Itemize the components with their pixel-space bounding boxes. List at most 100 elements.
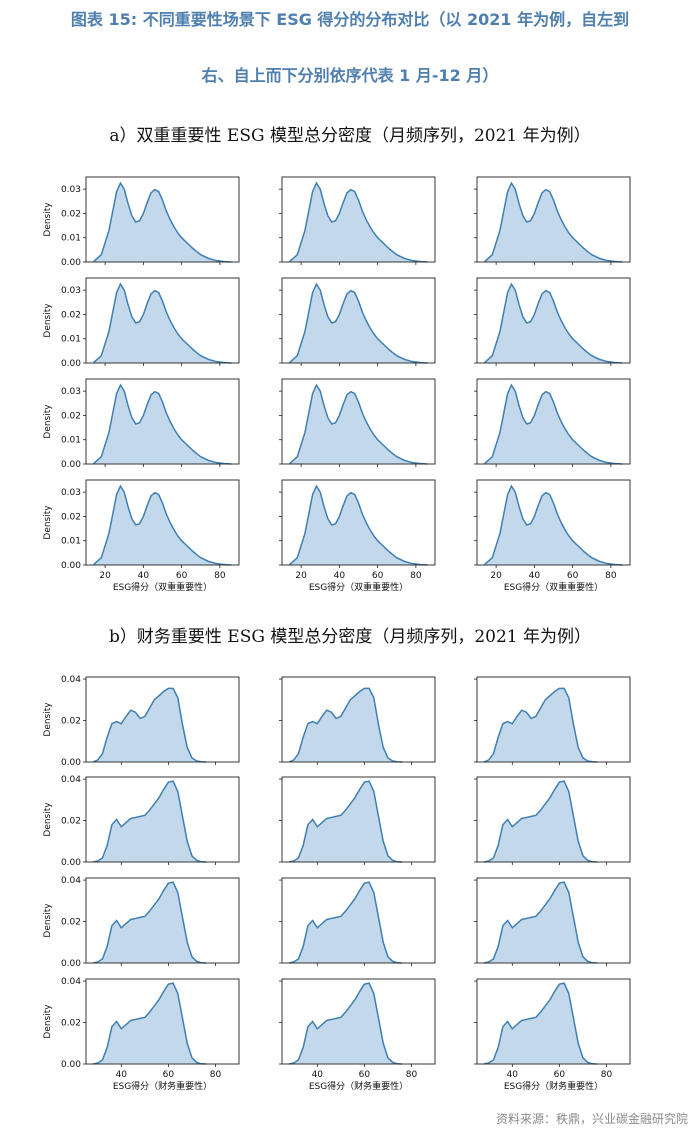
density-line [93, 383, 232, 465]
panel-frame [85, 978, 240, 1065]
figure-title-line-1: 图表 15: 不同重要性场景下 ESG 得分的分布对比（以 2021 年为例，自… [70, 10, 630, 29]
density-line [92, 881, 207, 964]
panel-frame [281, 978, 436, 1065]
x-tick-label: 40 [138, 571, 150, 581]
y-axis-label: Density [43, 802, 53, 837]
density-line [288, 780, 403, 863]
density-line [484, 484, 623, 566]
density-line [93, 181, 232, 263]
grid-b-panel-1: 0.00 0.02 0.04 Density [43, 675, 240, 768]
source-note: 资料来源：秩鼎，兴业碳金融研究院 [495, 1112, 688, 1126]
y-tick-label: 0.04 [61, 977, 81, 987]
panel-frame [476, 978, 631, 1065]
density-line [483, 687, 598, 763]
x-tick-label: 80 [406, 1070, 418, 1080]
x-tick-label: 40 [312, 1070, 324, 1080]
density-area [93, 486, 232, 565]
x-tick-label: 40 [529, 571, 541, 581]
grid-b-panel-2 [279, 676, 436, 765]
density-line [93, 282, 232, 364]
density-area [289, 284, 428, 363]
grid-b-panel-9 [474, 877, 631, 966]
density-area [93, 781, 207, 862]
grid-a-panel-1: 0.00 0.01 0.02 0.03 Density [43, 176, 240, 268]
x-tick-label: 20 [295, 571, 307, 581]
grid-a-panel-2 [279, 176, 436, 265]
density-area [289, 983, 403, 1064]
y-tick-label: 0.02 [61, 1019, 81, 1029]
grid-a-panel-6 [474, 277, 631, 366]
density-line [288, 687, 403, 763]
grid-a-panel-9 [474, 378, 631, 467]
y-tick-label: 0.04 [61, 675, 81, 685]
y-tick-label: 0.01 [61, 335, 81, 345]
x-tick-label: 60 [372, 571, 384, 581]
panel-frame [281, 277, 436, 364]
density-area [484, 284, 623, 363]
density-area [93, 688, 207, 762]
y-tick-label: 0.00 [61, 258, 81, 268]
density-area [93, 183, 232, 262]
y-tick-label: 0.00 [61, 359, 81, 369]
x-axis-label: ESG得分（双重重要性） [504, 581, 603, 593]
density-line [92, 982, 207, 1065]
density-line [484, 282, 623, 364]
panel-frame [476, 176, 631, 263]
density-area [484, 486, 623, 565]
x-tick-label: 80 [601, 1070, 613, 1080]
x-axis-label: ESG得分（双重重要性） [309, 581, 408, 593]
x-tick-label: 40 [507, 1070, 519, 1080]
y-axis-label: Density [43, 404, 53, 439]
grid-a-panel-5 [279, 277, 436, 366]
panel-frame [281, 176, 436, 263]
density-line [289, 383, 428, 465]
density-line [483, 780, 598, 863]
density-line [289, 181, 428, 263]
grid-b-panel-5 [279, 776, 436, 865]
density-area [93, 983, 207, 1064]
x-tick-label: 20 [490, 571, 502, 581]
density-area [484, 781, 598, 862]
x-tick-label: 60 [163, 1070, 175, 1080]
y-tick-label: 0.00 [61, 460, 81, 470]
x-tick-label: 80 [410, 571, 422, 581]
x-tick-label: 40 [116, 1070, 128, 1080]
section-a-title: a）双重重要性 ESG 模型总分密度（月频序列，2021 年为例） [109, 126, 591, 146]
density-area [484, 882, 598, 963]
y-tick-label: 0.00 [61, 1060, 81, 1070]
density-area [93, 385, 232, 464]
density-area [484, 385, 623, 464]
grid-b-panel-3 [474, 676, 631, 765]
x-axis-label: ESG得分（财务重要性） [504, 1080, 603, 1092]
y-axis-label: Density [43, 303, 53, 338]
density-area [93, 284, 232, 363]
y-tick-label: 0.02 [61, 512, 81, 522]
x-axis-label: ESG得分（双重重要性） [113, 581, 212, 593]
panel-frame [476, 378, 631, 465]
x-axis-label: ESG得分（财务重要性） [113, 1080, 212, 1092]
panel-frame [85, 277, 240, 364]
grid-b-panel-7: 0.00 0.02 0.04 Density [43, 876, 240, 969]
grid-a-panel-7: 0.00 0.01 0.02 0.03 Density [43, 378, 240, 470]
y-tick-label: 0.01 [61, 234, 81, 244]
section-b-title: b）财务重要性 ESG 模型总分密度（月频序列，2021 年为例） [109, 627, 591, 647]
x-tick-label: 60 [554, 1070, 566, 1080]
x-tick-label: 20 [99, 571, 111, 581]
density-area [289, 486, 428, 565]
panel-frame [281, 378, 436, 465]
density-area [484, 183, 623, 262]
y-tick-label: 0.02 [61, 817, 81, 827]
y-axis-label: Density [43, 202, 53, 237]
panel-frame [476, 776, 631, 863]
panel-frame [281, 877, 436, 964]
grid-b-panel-4: 0.00 0.02 0.04 Density [43, 775, 240, 868]
panel-frame [85, 378, 240, 465]
density-grid-a: 0.00 0.01 0.02 0.03 Density 0.00 0.01 0.02 0.03 D… [43, 176, 631, 593]
y-tick-label: 0.03 [61, 387, 81, 397]
y-tick-label: 0.03 [61, 185, 81, 195]
y-tick-label: 0.04 [61, 876, 81, 886]
